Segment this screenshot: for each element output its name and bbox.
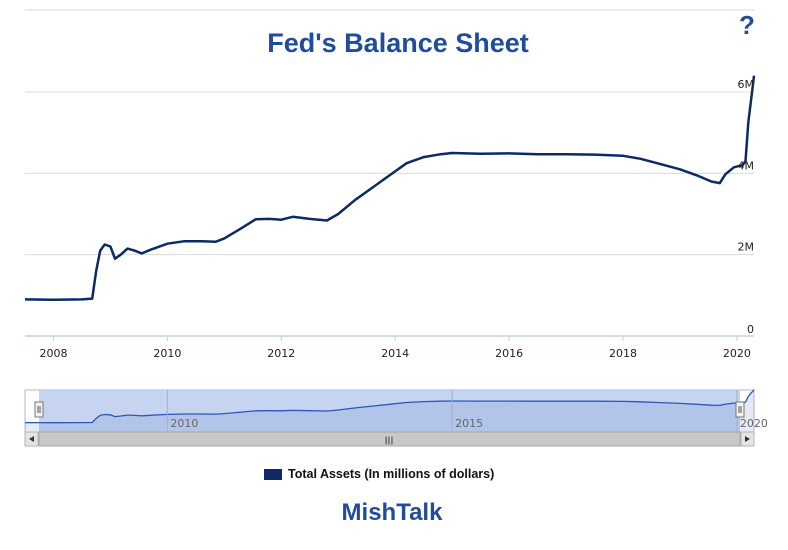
footer-brand: MishTalk: [341, 499, 443, 526]
navigator-year-labels: 2010 2015 2020: [166, 390, 768, 432]
grid-lines: [25, 9, 754, 256]
x-tick-label: 2016: [495, 347, 523, 360]
scrollbar-right-arrow[interactable]: [740, 431, 755, 447]
y-tick-label: 6M: [738, 78, 755, 91]
navigator-year-label: 2010: [170, 417, 198, 430]
navigator-handle-right[interactable]: [735, 401, 745, 418]
x-tick-label: 2020: [723, 347, 751, 360]
scrollbar-thumb[interactable]: [38, 431, 741, 447]
y-tick-label: 4M: [738, 159, 755, 172]
scrollbar-grip[interactable]: |||: [385, 436, 394, 445]
legend-label: Total Assets (In millions of dollars): [288, 467, 495, 481]
x-tick-label: 2012: [267, 347, 295, 360]
help-question-mark: ?: [739, 10, 755, 40]
x-tick-labels: 2008 2010 2012 2014 2016 2018 2020: [39, 347, 750, 360]
axes: [25, 335, 754, 341]
y-tick-labels: 0 2M 4M 6M: [738, 78, 755, 336]
navigator-series-area: [25, 389, 754, 432]
x-tick-label: 2010: [153, 347, 181, 360]
navigator-year-label: 2015: [455, 417, 483, 430]
legend-swatch: [264, 468, 282, 480]
navigator[interactable]: 2010 2015 2020: [24, 389, 768, 433]
navigator-year-label: 2020: [740, 417, 768, 430]
navigator-handle-left[interactable]: [34, 401, 44, 418]
navigator-selected-range[interactable]: [39, 390, 740, 432]
x-tick-label: 2018: [609, 347, 637, 360]
x-tick-label: 2014: [381, 347, 409, 360]
chart-title: Fed's Balance Sheet: [267, 28, 529, 58]
x-tick-label: 2008: [39, 347, 67, 360]
series-line-total-assets: [24, 75, 756, 302]
y-tick-label: 0: [747, 323, 754, 336]
scrollbar-left-arrow[interactable]: [24, 431, 39, 447]
legend[interactable]: Total Assets (In millions of dollars): [264, 466, 494, 482]
navigator-series-line: [24, 389, 755, 424]
y-tick-label: 2M: [738, 241, 755, 254]
navigator-scrollbar[interactable]: |||: [24, 431, 755, 447]
